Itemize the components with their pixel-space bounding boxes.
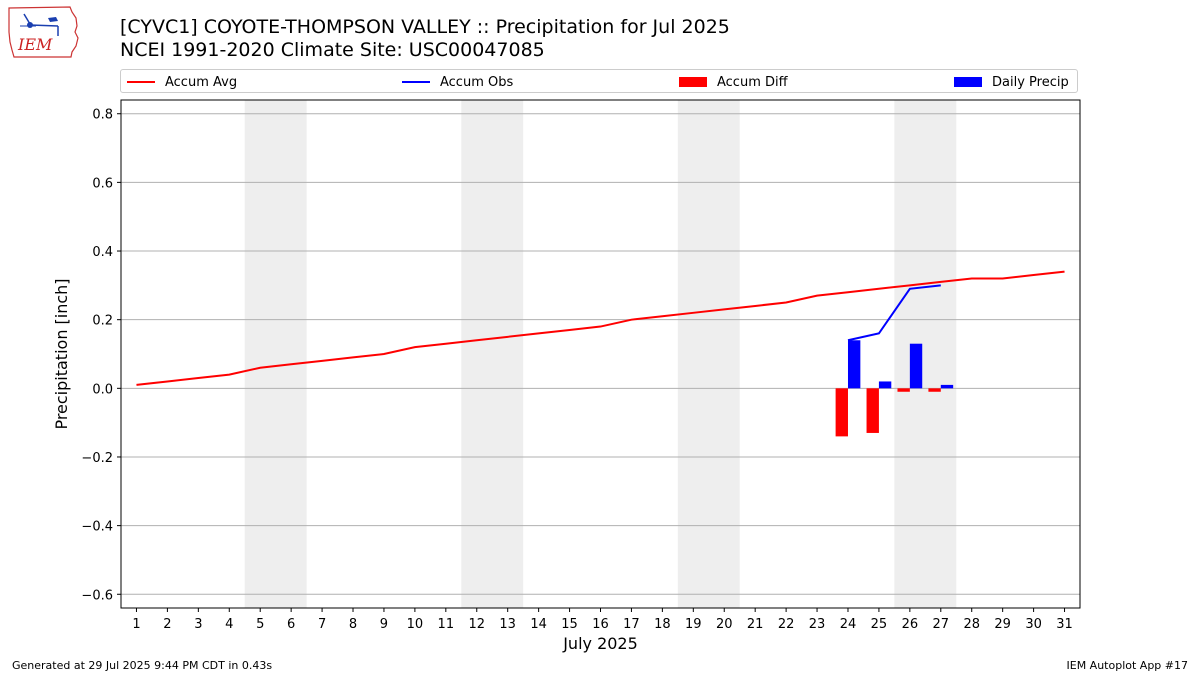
weekend-band xyxy=(461,100,524,608)
x-tick-label: 29 xyxy=(994,617,1011,632)
x-tick-label: 10 xyxy=(407,617,424,632)
y-axis-ticks: −0.6 −0.4 −0.2 0.0 0.2 0.4 0.6 0.8 xyxy=(81,108,121,603)
y-tick-label: −0.4 xyxy=(81,520,113,535)
x-tick-label: 31 xyxy=(1056,617,1073,632)
accum-diff-bar xyxy=(835,388,848,437)
line-series xyxy=(136,270,1065,386)
x-tick-label: 9 xyxy=(380,617,388,632)
weekend-band xyxy=(677,100,740,608)
x-tick-label: 15 xyxy=(561,617,578,632)
accum-diff-bar xyxy=(897,388,910,392)
legend-label-daily-precip: Daily Precip xyxy=(992,74,1069,90)
legend-item-accum-diff: Accum Diff xyxy=(679,73,788,91)
daily-precip-bar xyxy=(878,381,892,389)
accum-diff-bar xyxy=(928,388,941,392)
bar-series xyxy=(835,340,954,437)
x-tick-label: 11 xyxy=(438,617,455,632)
daily-precip-bar xyxy=(940,384,954,389)
daily-precip-bar xyxy=(909,343,923,389)
y-axis-label: Precipitation [inch] xyxy=(52,278,71,429)
legend-label-accum-avg: Accum Avg xyxy=(165,74,238,90)
accum-obs-line xyxy=(847,284,941,342)
x-tick-label: 6 xyxy=(287,617,295,632)
iem-iowa-logo-icon: IEM xyxy=(8,6,79,58)
legend-swatch-daily-precip xyxy=(954,77,982,87)
y-tick-label: 0.8 xyxy=(92,108,113,123)
y-tick-label: 0.6 xyxy=(92,176,113,191)
x-tick-label: 4 xyxy=(225,617,233,632)
x-tick-label: 12 xyxy=(468,617,485,632)
x-tick-label: 24 xyxy=(840,617,857,632)
x-tick-label: 22 xyxy=(778,617,795,632)
logo-text: IEM xyxy=(17,35,53,54)
x-tick-label: 1 xyxy=(132,617,140,632)
x-tick-label: 20 xyxy=(716,617,733,632)
y-tick-label: −0.6 xyxy=(81,588,113,603)
app-credit: IEM Autoplot App #17 xyxy=(1066,659,1189,672)
legend-swatch-accum-obs xyxy=(402,81,430,83)
x-tick-label: 13 xyxy=(499,617,516,632)
x-tick-label: 25 xyxy=(871,617,888,632)
accum-avg-line xyxy=(136,270,1065,386)
x-tick-label: 14 xyxy=(530,617,547,632)
x-axis-label: July 2025 xyxy=(562,634,638,653)
generated-timestamp: Generated at 29 Jul 2025 9:44 PM CDT in … xyxy=(12,659,273,672)
legend-swatch-accum-avg xyxy=(127,81,155,83)
legend-item-daily-precip: Daily Precip xyxy=(954,73,1069,91)
x-tick-label: 16 xyxy=(592,617,609,632)
y-tick-label: 0.0 xyxy=(92,382,113,397)
y-tick-label: 0.2 xyxy=(92,314,113,329)
x-tick-label: 30 xyxy=(1025,617,1042,632)
iem-logo: IEM xyxy=(6,4,82,60)
legend-label-accum-diff: Accum Diff xyxy=(717,74,788,90)
x-tick-label: 2 xyxy=(163,617,171,632)
x-tick-label: 18 xyxy=(654,617,671,632)
x-tick-label: 3 xyxy=(194,617,202,632)
legend-item-accum-avg: Accum Avg xyxy=(127,73,237,91)
legend-item-accum-obs: Accum Obs xyxy=(402,73,513,91)
weekend-band xyxy=(894,100,957,608)
x-tick-label: 5 xyxy=(256,617,264,632)
x-tick-label: 26 xyxy=(902,617,919,632)
x-tick-label: 19 xyxy=(685,617,702,632)
accum-diff-bar xyxy=(866,388,879,433)
legend-label-accum-obs: Accum Obs xyxy=(440,74,514,90)
x-tick-label: 8 xyxy=(349,617,357,632)
chart-subtitle: NCEI 1991-2020 Climate Site: USC00047085 xyxy=(120,39,545,61)
x-tick-label: 17 xyxy=(623,617,640,632)
chart-legend: Accum Avg Accum Obs Accum Diff Daily Pre… xyxy=(120,69,1078,93)
x-tick-label: 27 xyxy=(933,617,950,632)
weekend-bands xyxy=(244,100,957,608)
daily-precip-bar xyxy=(847,340,861,389)
x-tick-label: 28 xyxy=(963,617,980,632)
legend-swatch-accum-diff xyxy=(679,77,707,87)
y-tick-label: −0.2 xyxy=(81,451,113,466)
y-tick-label: 0.4 xyxy=(92,245,113,260)
x-tick-label: 23 xyxy=(809,617,826,632)
chart-title: [CYVC1] COYOTE-THOMPSON VALLEY :: Precip… xyxy=(120,16,730,38)
x-axis-ticks: 1 2 3 4 5 6 7 8 9 10 11 12 13 14 15 16 17 18 19 20 21 22 23 24 2… xyxy=(132,608,1073,632)
weekend-band xyxy=(244,100,307,608)
x-tick-label: 7 xyxy=(318,617,326,632)
x-tick-label: 21 xyxy=(747,617,764,632)
